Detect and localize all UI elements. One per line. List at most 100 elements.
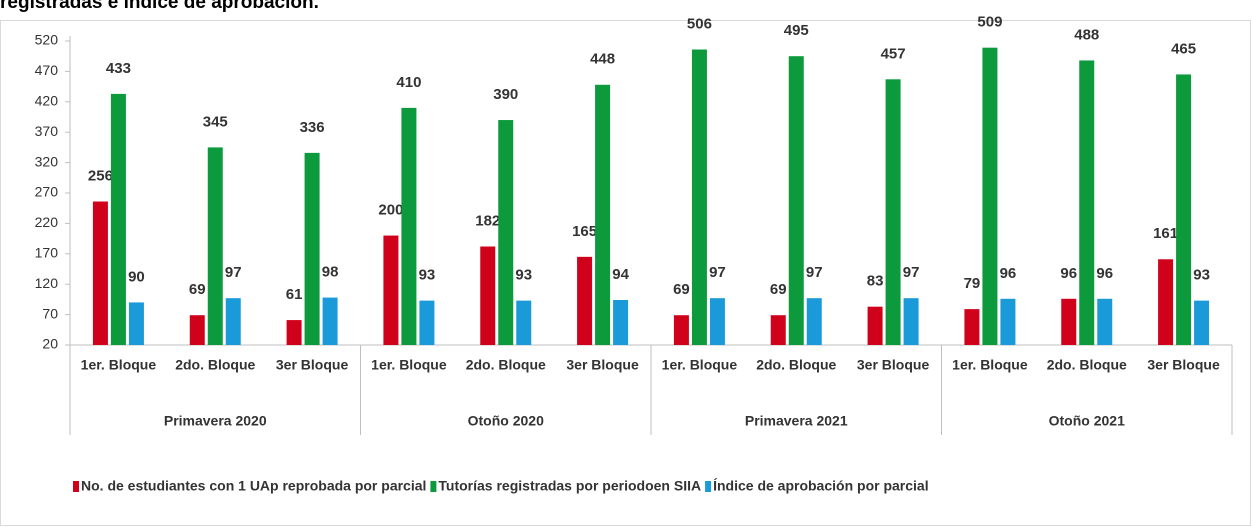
bar [867, 306, 883, 345]
group-label: Otoño 2020 [468, 413, 544, 429]
data-label: 97 [903, 264, 920, 281]
x-tick-label: 3er Bloque [857, 357, 930, 373]
data-label: 345 [203, 113, 228, 130]
x-tick-label: 2do. Bloque [756, 357, 836, 373]
bar [1079, 60, 1095, 346]
data-label: 182 [475, 212, 500, 229]
data-label: 161 [1153, 225, 1178, 242]
data-label: 96 [1096, 265, 1113, 282]
data-label: 93 [419, 267, 436, 284]
y-tick-label: 20 [42, 336, 58, 352]
data-label: 83 [867, 273, 884, 290]
bar [304, 152, 320, 345]
bar [207, 147, 223, 345]
data-label: 465 [1171, 40, 1196, 57]
x-tick-label: 3er Bloque [566, 357, 639, 373]
bar [128, 302, 144, 345]
data-label: 98 [322, 264, 339, 281]
data-label: 69 [673, 281, 690, 298]
bar [225, 298, 241, 345]
legend-swatch [705, 481, 712, 492]
bar [1097, 298, 1113, 345]
data-label: 506 [687, 15, 712, 32]
bar [480, 246, 496, 345]
x-tick-label: 1er. Bloque [952, 357, 1028, 373]
bar [401, 107, 417, 345]
bar [691, 49, 707, 346]
data-label: 165 [572, 223, 597, 240]
data-label: 97 [709, 264, 726, 281]
bar [982, 47, 998, 346]
y-tick-label: 120 [35, 275, 59, 291]
group-label: Primavera 2021 [745, 413, 848, 429]
bar [613, 300, 629, 345]
bar [577, 256, 593, 345]
data-label: 433 [106, 60, 131, 77]
bar [1158, 259, 1174, 345]
bar [806, 298, 822, 345]
data-label: 97 [225, 264, 242, 281]
y-tick-label: 170 [35, 245, 59, 261]
x-tick-label: 1er. Bloque [371, 357, 447, 373]
data-label: 93 [515, 267, 532, 284]
legend-label: Tutorías registradas por periodoen SIIA [438, 478, 701, 494]
bar [770, 315, 786, 345]
bar [903, 298, 919, 345]
x-tick-label: 3er Bloque [276, 357, 349, 373]
x-tick-label: 2do. Bloque [175, 357, 255, 373]
legend-swatch [430, 481, 437, 492]
x-tick-label: 3er Bloque [1147, 357, 1220, 373]
x-tick-label: 1er. Bloque [662, 357, 738, 373]
y-tick-label: 420 [35, 93, 59, 109]
x-tick-label: 1er. Bloque [81, 357, 157, 373]
y-tick-label: 370 [35, 123, 59, 139]
bar [498, 120, 514, 345]
data-label: 61 [286, 286, 303, 303]
data-label: 509 [977, 14, 1002, 31]
data-label: 69 [189, 281, 206, 298]
y-tick-label: 520 [35, 32, 59, 48]
data-label: 336 [300, 119, 325, 136]
data-label: 96 [1000, 265, 1017, 282]
bar [516, 300, 532, 345]
data-label: 410 [396, 74, 421, 91]
data-label: 200 [378, 202, 403, 219]
bar [788, 56, 804, 345]
y-tick-label: 270 [35, 184, 59, 200]
bar [110, 93, 126, 346]
bar [419, 300, 435, 345]
bar [964, 309, 980, 345]
data-label: 79 [964, 275, 981, 292]
x-tick-label: 2do. Bloque [1047, 357, 1127, 373]
bar [383, 235, 399, 345]
legend-label: No. de estudiantes con 1 UAp reprobada p… [81, 478, 426, 494]
legend-label: Índice de aprobación por parcial [713, 478, 929, 494]
bar [92, 201, 108, 345]
data-label: 457 [881, 45, 906, 62]
data-label: 96 [1060, 265, 1077, 282]
data-label: 97 [806, 264, 823, 281]
chart-title: registradas e índice de aprobación. [0, 0, 319, 13]
y-tick-label: 320 [35, 153, 59, 169]
bar [709, 298, 725, 345]
y-tick-label: 470 [35, 62, 59, 78]
data-label: 488 [1074, 26, 1099, 43]
bar [1176, 74, 1192, 345]
bar [885, 79, 901, 345]
bar [1194, 300, 1210, 345]
bar [286, 320, 302, 345]
data-label: 90 [128, 268, 145, 285]
bar [595, 84, 611, 345]
bar [1061, 298, 1077, 345]
bar [189, 315, 205, 345]
group-label: Primavera 2020 [164, 413, 267, 429]
data-label: 94 [612, 266, 629, 283]
y-tick-label: 220 [35, 214, 59, 230]
bar [673, 315, 689, 345]
bar [1000, 298, 1016, 345]
x-tick-label: 2do. Bloque [466, 357, 546, 373]
data-label: 93 [1193, 267, 1210, 284]
y-tick-label: 70 [42, 305, 58, 321]
data-label: 69 [770, 281, 787, 298]
